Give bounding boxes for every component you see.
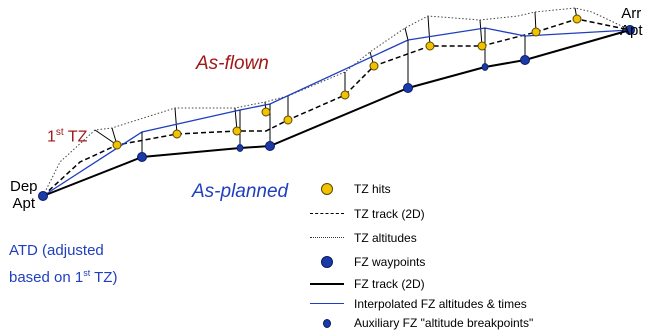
fz-droplines bbox=[141, 28, 526, 157]
blue-line-icon bbox=[310, 295, 346, 313]
legend-item-tz-altitudes: TZ altitudes bbox=[310, 229, 417, 247]
tz-altitude-profile bbox=[42, 7, 631, 197]
arrival-airport-label: Arr Apt bbox=[620, 5, 643, 39]
dotted-line-icon bbox=[310, 229, 346, 247]
legend-item-fz-track: FZ track (2D) bbox=[310, 275, 425, 293]
fz-waypoint-dot-icon bbox=[310, 253, 346, 271]
tz-track-2d bbox=[42, 18, 631, 197]
dashed-line-icon bbox=[310, 205, 346, 223]
legend-item-tz-track: TZ track (2D) bbox=[310, 205, 425, 223]
tz-hits bbox=[112, 14, 582, 150]
departure-airport-label: Dep Apt bbox=[10, 178, 38, 212]
solid-line-icon bbox=[310, 275, 346, 293]
as-planned-label: As-planned bbox=[192, 181, 289, 202]
legend-item-interpolated-fz: Interpolated FZ altitudes & times bbox=[310, 295, 527, 313]
legend-item-aux-fz: Auxiliary FZ "altitude breakpoints" bbox=[310, 314, 533, 332]
tz-altitude-droplines bbox=[94, 7, 578, 146]
interpolated-fz-altitudes bbox=[42, 27, 631, 197]
first-tz-label: 1st TZ bbox=[47, 127, 88, 146]
legend-item-fz-waypoints: FZ waypoints bbox=[310, 253, 425, 271]
fz-waypoints bbox=[38, 25, 635, 201]
atd-note: ATD (adjusted based on 1st TZ) bbox=[9, 242, 118, 286]
legend-item-tz-hits: TZ hits bbox=[310, 180, 391, 198]
tz-hit-dot-icon bbox=[310, 180, 346, 198]
as-flown-label: As-flown bbox=[196, 53, 269, 74]
aux-fz-breakpoints bbox=[236, 63, 489, 152]
fz-track-2d bbox=[42, 29, 631, 197]
aux-dot-icon bbox=[310, 314, 346, 332]
